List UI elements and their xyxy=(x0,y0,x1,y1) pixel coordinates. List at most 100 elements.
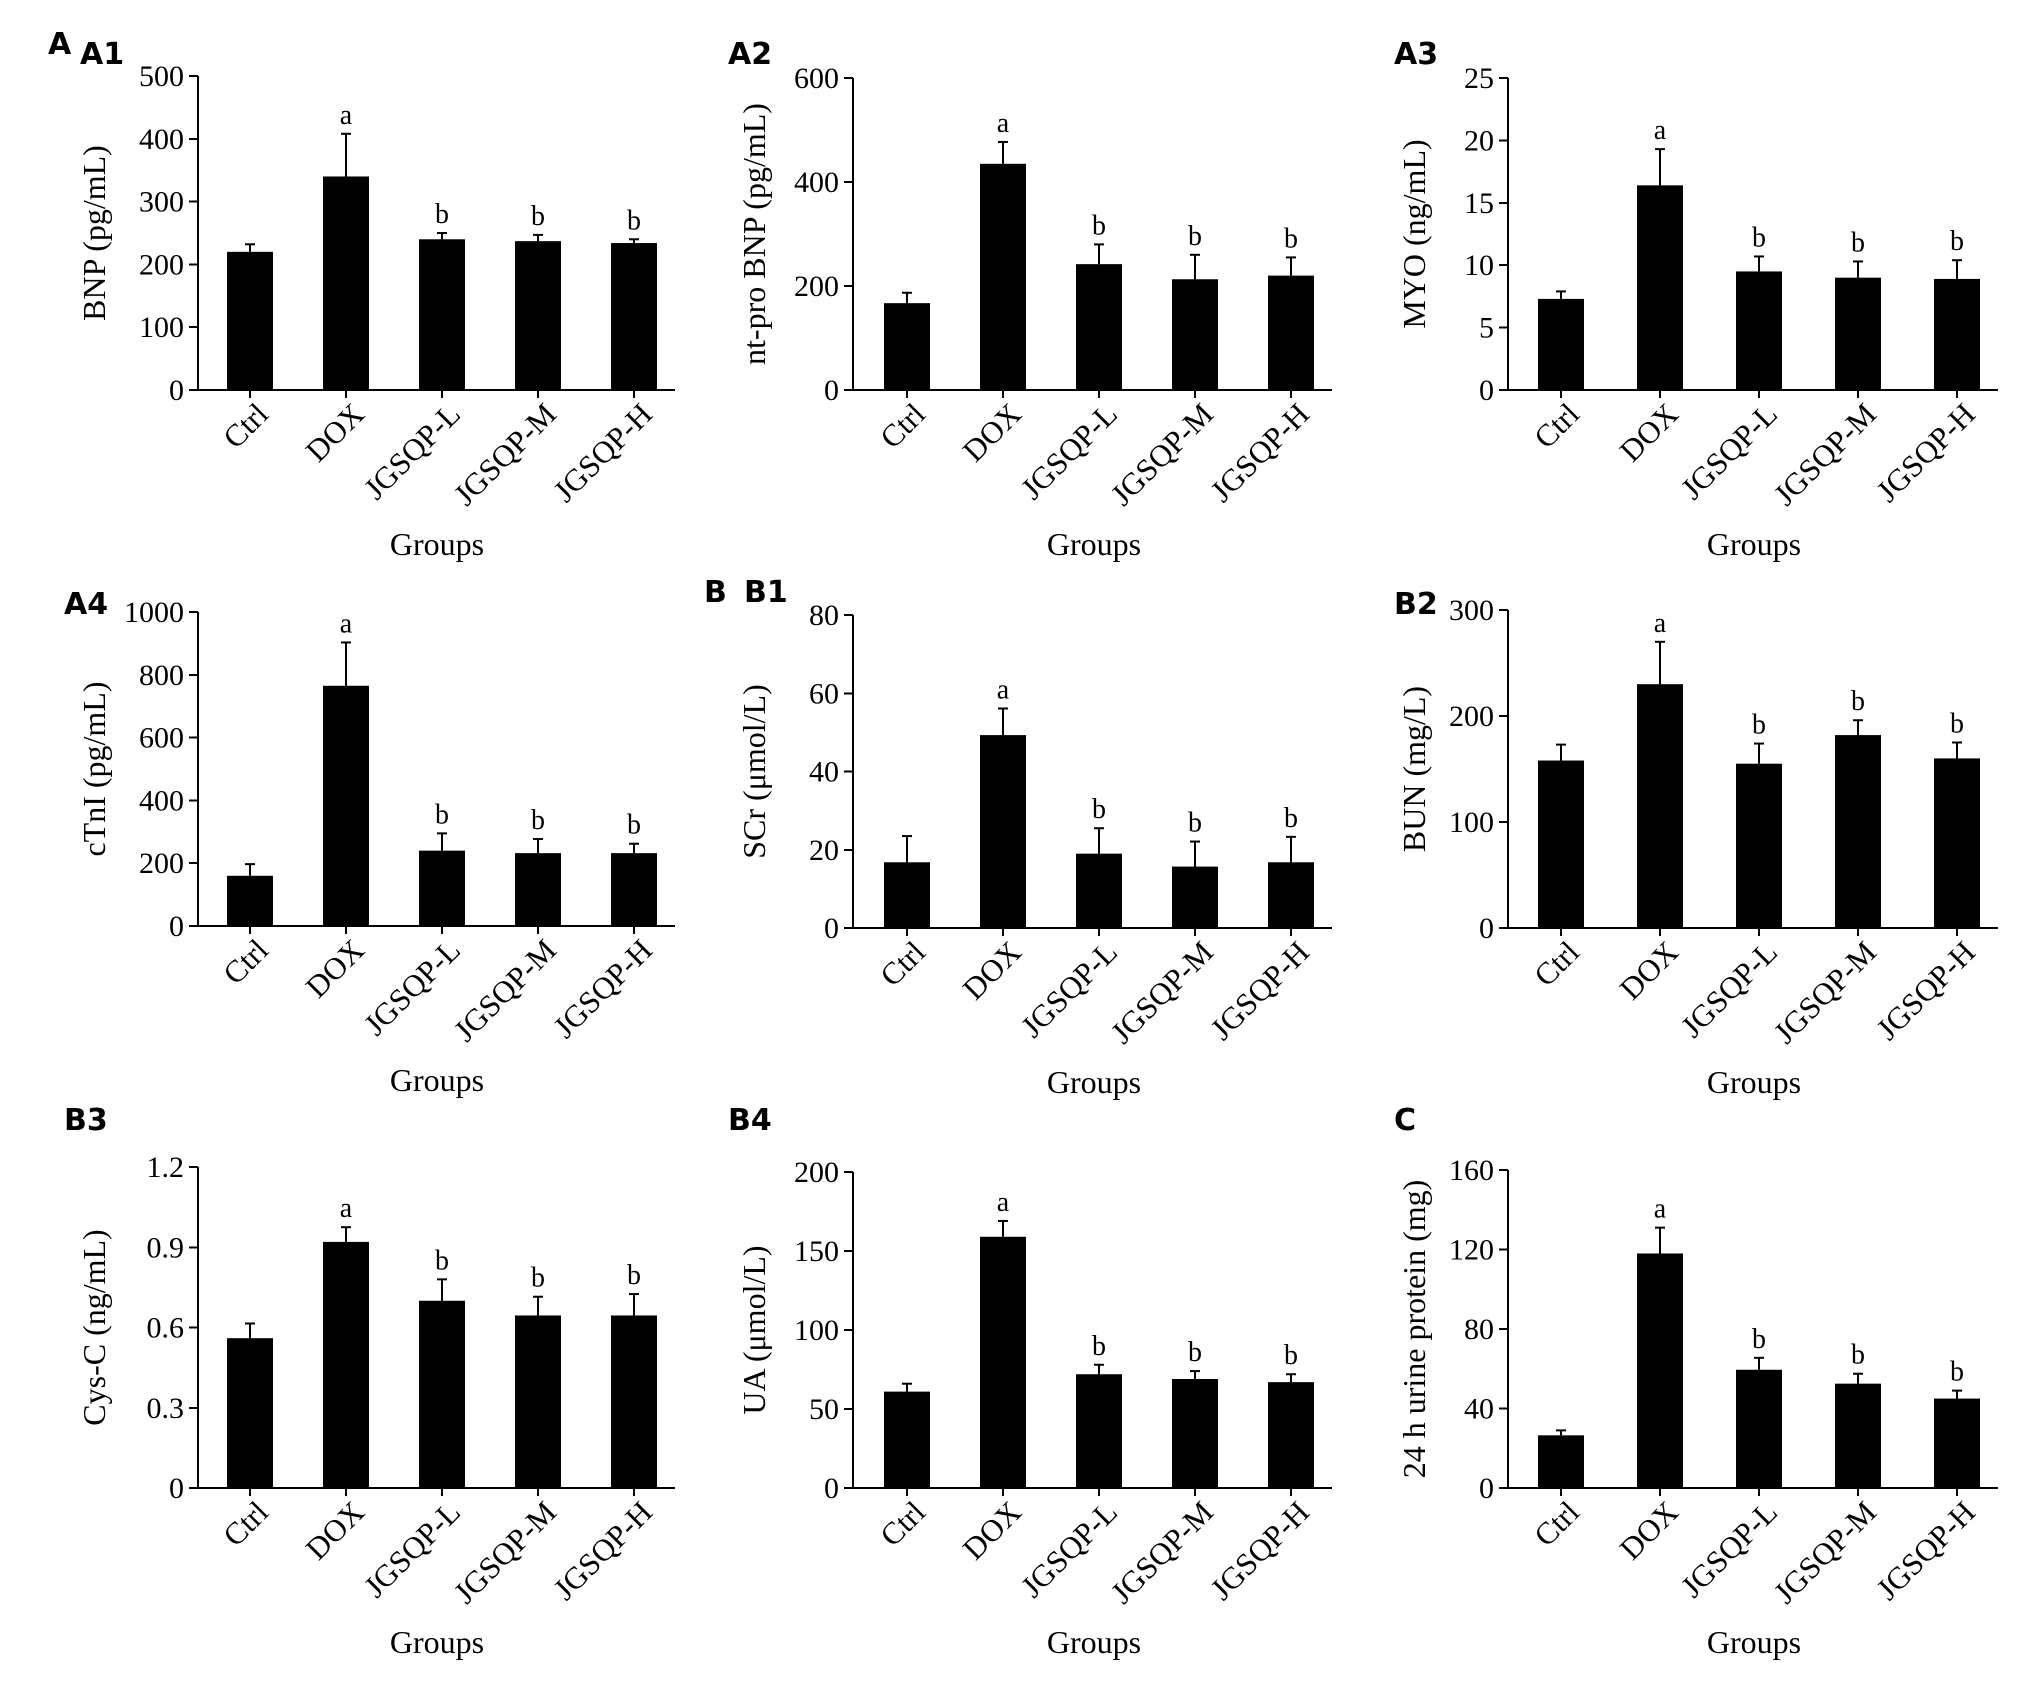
bar-b2-4 xyxy=(1934,758,1980,928)
chart-panel-b1: B1020406080CtrlaDOXbJGSQP-LbJGSQP-MbJGSQ… xyxy=(736,575,1332,1100)
section-label-b: B xyxy=(704,575,727,610)
sig-label-b4-3: b xyxy=(1188,1337,1202,1368)
category-label-a2-4: JGSQP-H xyxy=(1203,396,1315,508)
panel-label-b4: B4 xyxy=(728,1103,772,1138)
y-tick-label-b3: 1.2 xyxy=(147,1151,185,1184)
bar-a3-3 xyxy=(1835,277,1881,390)
chart-panel-a2: A20200400600CtrlaDOXbJGSQP-LbJGSQP-MbJGS… xyxy=(728,37,1332,562)
category-label-b1-3: JGSQP-M xyxy=(1104,934,1220,1050)
x-axis-title-b4: Groups xyxy=(1047,1624,1141,1660)
y-tick-label-a3: 5 xyxy=(1479,312,1494,345)
y-tick-label-a3: 15 xyxy=(1464,187,1494,220)
category-label-b3-1: DOX xyxy=(299,1494,371,1566)
sig-label-a2-3: b xyxy=(1188,221,1202,252)
sig-label-a3-2: b xyxy=(1752,222,1766,253)
category-label-a2-1: DOX xyxy=(956,396,1028,468)
y-tick-label-a3: 10 xyxy=(1464,249,1494,282)
bar-a4-4 xyxy=(611,853,657,926)
bar-a3-4 xyxy=(1934,278,1980,390)
bar-b4-4 xyxy=(1268,1382,1314,1488)
sig-label-c-4: b xyxy=(1950,1357,1964,1388)
y-tick-label-a2: 400 xyxy=(794,166,839,199)
y-tick-label-b2: 300 xyxy=(1449,594,1494,627)
chart-panel-b3: B300.30.60.91.2CtrlaDOXbJGSQP-LbJGSQP-Mb… xyxy=(64,1103,675,1660)
bar-b2-3 xyxy=(1835,735,1881,928)
category-label-b4-0: Ctrl xyxy=(873,1494,932,1553)
sig-label-a3-3: b xyxy=(1851,227,1865,258)
bar-b1-2 xyxy=(1076,853,1122,928)
bar-b4-2 xyxy=(1076,1374,1122,1488)
bar-b2-1 xyxy=(1637,684,1683,928)
y-tick-label-a4: 1000 xyxy=(124,596,184,629)
chart-panel-b4: B4050100150200CtrlaDOXbJGSQP-LbJGSQP-MbJ… xyxy=(728,1103,1332,1660)
x-axis-title-a1: Groups xyxy=(390,526,484,562)
bar-b4-3 xyxy=(1172,1378,1218,1488)
y-tick-label-a1: 400 xyxy=(139,123,184,156)
category-label-a4-3: JGSQP-M xyxy=(447,932,563,1048)
sig-label-c-1: a xyxy=(1654,1194,1667,1225)
y-tick-label-a2: 600 xyxy=(794,62,839,95)
x-axis-title-b3: Groups xyxy=(390,1624,484,1660)
y-tick-label-c: 40 xyxy=(1464,1393,1494,1426)
bar-b1-0 xyxy=(884,862,930,928)
category-label-b2-4: JGSQP-H xyxy=(1869,934,1981,1046)
bar-a2-0 xyxy=(884,303,930,390)
category-label-a3-3: JGSQP-M xyxy=(1767,396,1883,512)
sig-label-b3-1: a xyxy=(340,1193,353,1224)
y-tick-label-b1: 60 xyxy=(809,677,839,710)
category-label-b4-4: JGSQP-H xyxy=(1203,1494,1315,1606)
category-label-b1-1: DOX xyxy=(956,934,1028,1006)
category-label-c-3: JGSQP-M xyxy=(1767,1494,1883,1610)
bar-b3-3 xyxy=(515,1315,561,1488)
category-label-b4-3: JGSQP-M xyxy=(1104,1494,1220,1610)
y-tick-label-a4: 400 xyxy=(139,784,184,817)
chart-panel-c: C 0 40 80 120 160 Ctrl a DOX b JGSQP-L b JGSQP-M b JGS… xyxy=(1394,1103,1998,1660)
y-tick-label-b4: 200 xyxy=(794,1156,839,1189)
category-label-c-1: DOX xyxy=(1613,1494,1685,1566)
category-label-a4-0: Ctrl xyxy=(216,932,275,991)
y-tick-label-c: 0 xyxy=(1479,1472,1494,1505)
panel-label-c: C xyxy=(1394,1103,1416,1138)
category-label-a3-0: Ctrl xyxy=(1527,396,1586,455)
y-tick-label-b3: 0.6 xyxy=(147,1312,185,1345)
bar-a4-3 xyxy=(515,853,561,926)
bar-a1-4 xyxy=(611,243,657,390)
bar-a2-4 xyxy=(1268,275,1314,390)
sig-label-b2-1: a xyxy=(1654,608,1667,639)
y-tick-label-a1: 300 xyxy=(139,186,184,219)
sig-label-b3-3: b xyxy=(531,1263,545,1294)
chart-panel-a3: A3 0 5 10 15 20 25 Ctrl a DOX b JGSQP-L b JGSQP-M b JGS… xyxy=(1394,37,1998,562)
bar-b1-3 xyxy=(1172,866,1218,928)
bar-b3-1 xyxy=(323,1241,369,1488)
sig-label-a3-4: b xyxy=(1950,226,1964,257)
y-tick-label-a2: 0 xyxy=(824,374,839,407)
category-label-c-0: Ctrl xyxy=(1527,1494,1586,1553)
y-tick-label-b1: 40 xyxy=(809,756,839,789)
category-label-b4-1: DOX xyxy=(956,1494,1028,1566)
y-tick-label-a1: 100 xyxy=(139,311,184,344)
sig-label-b1-2: b xyxy=(1092,794,1106,825)
sig-label-a4-3: b xyxy=(531,805,545,836)
y-tick-label-b4: 150 xyxy=(794,1235,839,1268)
bar-a2-1 xyxy=(980,163,1026,390)
category-label-b3-4: JGSQP-H xyxy=(546,1494,658,1606)
bar-b1-1 xyxy=(980,735,1026,928)
sig-label-b4-2: b xyxy=(1092,1331,1106,1362)
sig-label-a1-4: b xyxy=(627,205,641,236)
bar-b3-0 xyxy=(227,1338,273,1488)
panel-label-a3: A3 xyxy=(1394,37,1438,72)
sig-label-a2-2: b xyxy=(1092,210,1106,241)
panel-label-b1: B1 xyxy=(744,575,788,610)
sig-label-b1-1: a xyxy=(997,675,1010,706)
y-axis-title-b2: BUN (mg/L) xyxy=(1396,686,1432,852)
y-tick-label-a3: 0 xyxy=(1479,374,1494,407)
sig-label-b2-2: b xyxy=(1752,710,1766,741)
y-axis-title-a4: cTnI (pg/mL) xyxy=(76,681,112,856)
x-axis-title-a4: Groups xyxy=(390,1062,484,1098)
category-label-a4-4: JGSQP-H xyxy=(546,932,658,1044)
bar-b2-0 xyxy=(1538,760,1584,928)
sig-label-a1-3: b xyxy=(531,201,545,232)
category-label-b2-1: DOX xyxy=(1613,934,1685,1006)
bar-a1-3 xyxy=(515,241,561,390)
